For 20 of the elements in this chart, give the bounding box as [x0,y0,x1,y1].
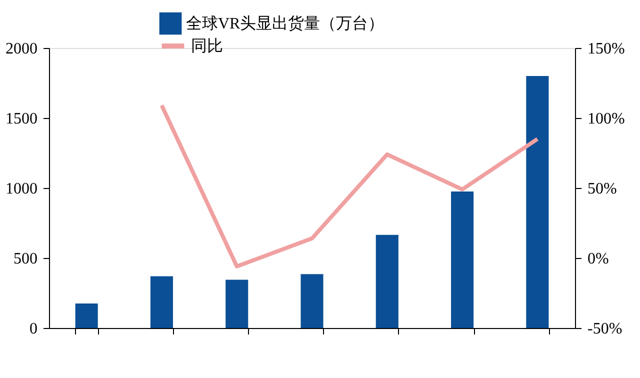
bar [150,276,173,328]
bar [526,76,549,328]
bar [75,304,98,328]
y-tick-label: 1500 [6,110,38,128]
y2-tick-label: 100% [588,110,625,128]
y-tick-label: 500 [14,250,38,268]
y-tick-label: 1000 [6,180,38,198]
bar [376,234,398,328]
legend-label: 同比 [191,37,223,55]
y2-tick-label: 0% [588,250,609,268]
bar [451,192,474,328]
y2-tick-label: 50% [588,180,617,198]
y-tick-label: 0 [30,320,38,338]
legend-label: 全球VR头显出货量（万台） [186,14,384,32]
y2-tick-label: 150% [588,40,625,58]
bar [300,274,324,328]
bar [226,280,248,328]
y-tick-label: 2000 [6,40,38,58]
line-series [160,103,540,268]
y2-tick-label: -50% [588,320,622,338]
